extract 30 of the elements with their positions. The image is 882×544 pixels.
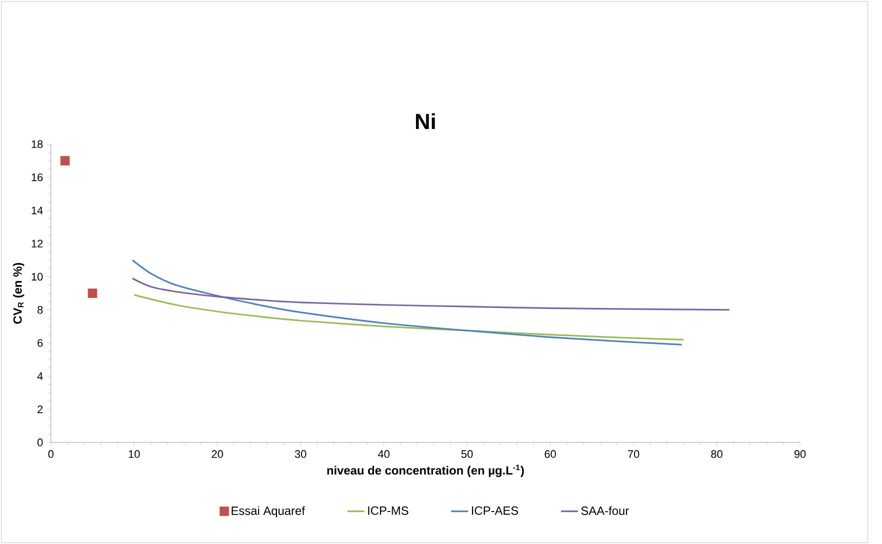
line-series — [132, 278, 730, 311]
y-tick-label: 6 — [38, 339, 43, 347]
x-tick-label: 40 — [378, 450, 390, 458]
legend-label: SAA-four — [581, 506, 629, 515]
y-tick-label: 14 — [32, 206, 43, 214]
x-tick-label: 80 — [711, 450, 722, 458]
x-axis-title: niveau de concentration (en µg.L$^{-1}$) — [327, 464, 524, 477]
legend-label: ICP-AES — [472, 506, 518, 515]
x-tick-label: 70 — [628, 450, 640, 458]
y-tick-label: 8 — [38, 306, 43, 314]
y-tick-label: 12 — [32, 240, 43, 248]
y-tick-label: 4 — [37, 372, 43, 380]
y-tick-label: 2 — [38, 405, 43, 414]
y-tick-label: 18 — [32, 140, 43, 148]
x-tick-label: 0 — [48, 450, 54, 458]
y-tick-label: 0 — [37, 438, 43, 446]
x-tick-label: 50 — [461, 450, 473, 458]
x-tick-label: 10 — [128, 450, 140, 458]
legend-label: Essai Aquaref — [232, 506, 305, 518]
x-tick-label: 30 — [294, 450, 306, 458]
line-series — [132, 259, 683, 346]
y-tick-label: 10 — [32, 272, 43, 281]
x-tick-label: 90 — [794, 450, 806, 458]
y-axis-title: CV$_{R}$ (en %) — [13, 262, 24, 324]
y-tick-label: 16 — [32, 173, 43, 182]
x-tick-label: 60 — [544, 450, 556, 458]
chart-title: Ni — [416, 113, 435, 129]
line-series — [133, 294, 684, 340]
legend-label: ICP-MS — [368, 506, 408, 515]
x-tick-label: 20 — [212, 450, 224, 458]
